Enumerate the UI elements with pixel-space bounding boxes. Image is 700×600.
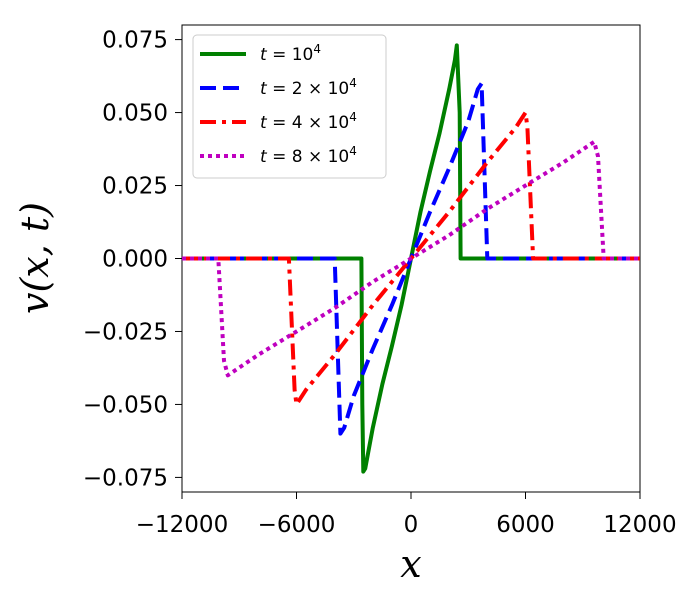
y-tick-label: −0.075 bbox=[83, 465, 168, 491]
legend: t = 104 t = 2 × 104 t = 4 × 104 t = 8 × 104 bbox=[192, 34, 387, 179]
y-tick-label: 0.050 bbox=[102, 101, 168, 127]
x-axis-ticks: −12000 −6000 0 6000 12000 bbox=[136, 492, 677, 538]
y-tick-label: −0.050 bbox=[83, 392, 168, 418]
x-tick-label: −12000 bbox=[136, 512, 228, 538]
y-tick-label: −0.025 bbox=[83, 319, 168, 345]
y-axis-label: v(x, t) bbox=[13, 202, 57, 314]
series-line-4 bbox=[182, 139, 640, 378]
legend-label-4: t = 8 × 104 bbox=[260, 144, 357, 167]
legend-label-3: t = 4 × 104 bbox=[260, 110, 357, 133]
x-tick-label: 12000 bbox=[603, 512, 676, 538]
legend-label-2: t = 2 × 104 bbox=[260, 76, 357, 99]
x-axis-label: x bbox=[400, 542, 421, 586]
legend-box bbox=[192, 34, 387, 179]
x-tick-label: −6000 bbox=[258, 512, 336, 538]
x-tick-label: 0 bbox=[404, 512, 419, 538]
y-tick-label: 0.000 bbox=[102, 247, 168, 273]
x-tick-label: 6000 bbox=[496, 512, 555, 538]
series-layer bbox=[182, 43, 640, 474]
y-axis-ticks: −0.075 −0.050 −0.025 0.000 0.025 0.050 0.075 bbox=[83, 28, 182, 491]
legend-label-1: t = 104 bbox=[260, 42, 321, 65]
y-tick-label: 0.025 bbox=[102, 174, 168, 200]
y-tick-label: 0.075 bbox=[102, 28, 168, 54]
